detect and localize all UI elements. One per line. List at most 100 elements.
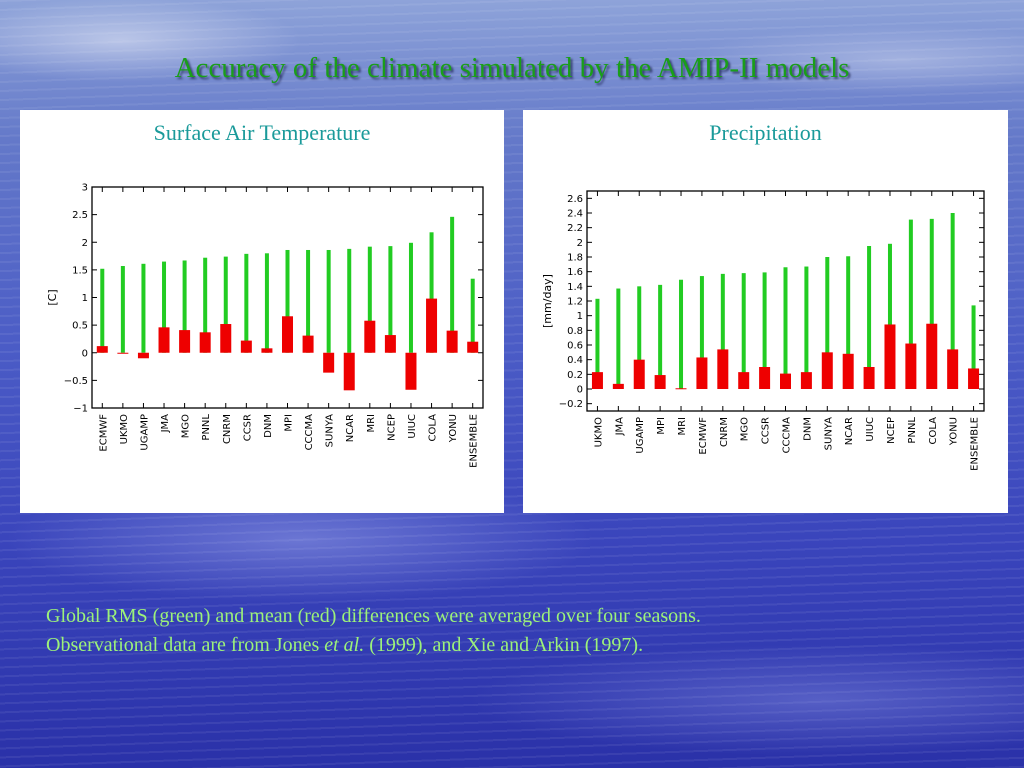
slide-title: Accuracy of the climate simulated by the… bbox=[174, 52, 850, 84]
rms-bar bbox=[347, 248, 352, 353]
category-label: CNRM bbox=[222, 414, 233, 444]
mean-bar bbox=[446, 330, 458, 353]
y-tick-label: 2.2 bbox=[567, 223, 583, 234]
caption-line-1: Global RMS (green) and mean (red) differ… bbox=[46, 605, 701, 627]
caption: Global RMS (green) and mean (red) differ… bbox=[46, 602, 996, 660]
mean-bar bbox=[968, 368, 980, 389]
y-tick-label: 2 bbox=[577, 238, 583, 249]
y-tick-label: −0.5 bbox=[64, 376, 88, 387]
mean-bar bbox=[738, 372, 750, 389]
category-label: MGO bbox=[181, 414, 192, 438]
precipitation-chart-panel: Precipitation −0.2 0 0.2 0.4 0.6 0.8 1 1.2 1.4 1.… bbox=[523, 110, 1008, 513]
mean-bar bbox=[343, 352, 355, 391]
rms-bar bbox=[223, 256, 228, 353]
mean-bar bbox=[884, 324, 896, 389]
caption-line-2-end: (1999), and Xie and Arkin (1997). bbox=[364, 634, 644, 656]
rms-bar bbox=[367, 246, 372, 353]
y-tick-label: 0.5 bbox=[72, 321, 88, 332]
category-label: CCSR bbox=[242, 414, 253, 441]
mean-bar bbox=[800, 372, 812, 389]
mean-bar bbox=[696, 357, 708, 389]
category-label: COLA bbox=[428, 414, 439, 442]
rms-bar bbox=[285, 249, 290, 353]
rms-bar bbox=[182, 260, 187, 353]
category-label: COLA bbox=[928, 417, 939, 445]
category-label: JMA bbox=[160, 414, 171, 434]
category-label: NCEP bbox=[886, 417, 897, 444]
mean-bar bbox=[220, 324, 232, 353]
category-label: CCSR bbox=[761, 417, 772, 444]
y-axis-label: [mm/day] bbox=[541, 274, 554, 328]
y-tick-label: 0 bbox=[577, 385, 583, 396]
category-label: UKMO bbox=[593, 417, 604, 448]
rms-bar bbox=[264, 253, 269, 353]
y-tick-label: 1.6 bbox=[567, 267, 583, 278]
rms-bar bbox=[825, 257, 830, 389]
category-label: SUNYA bbox=[823, 417, 834, 450]
mean-bar bbox=[654, 375, 666, 389]
category-label: UIUC bbox=[865, 417, 876, 442]
category-label: ECMWF bbox=[98, 414, 109, 452]
rms-bar bbox=[741, 273, 746, 389]
mean-bar bbox=[323, 352, 335, 373]
rms-bar bbox=[971, 305, 976, 389]
category-label: YONU bbox=[949, 417, 960, 446]
rms-bar bbox=[244, 253, 249, 353]
category-label: NCEP bbox=[386, 414, 397, 441]
rms-bar bbox=[429, 232, 434, 353]
y-tick-label: 1 bbox=[577, 311, 583, 322]
y-tick-label: −0.2 bbox=[559, 399, 583, 410]
precipitation-chart-title: Precipitation bbox=[709, 120, 822, 145]
y-tick-label: 1.5 bbox=[72, 265, 88, 276]
y-tick-label: 2.5 bbox=[72, 210, 88, 221]
mean-bar bbox=[137, 352, 149, 359]
category-label: CCCMA bbox=[304, 414, 315, 451]
mean-bar bbox=[96, 346, 108, 353]
mean-bar bbox=[633, 359, 645, 389]
category-label: MRI bbox=[366, 414, 377, 433]
category-label: DNM bbox=[263, 414, 274, 438]
temperature-chart-title: Surface Air Temperature bbox=[153, 120, 371, 145]
y-tick-label: −1 bbox=[73, 404, 88, 415]
rms-bar bbox=[720, 273, 725, 389]
rms-bar bbox=[804, 266, 809, 389]
mean-bar bbox=[261, 348, 273, 353]
category-label: CNRM bbox=[719, 417, 730, 447]
rms-bar bbox=[162, 261, 167, 353]
mean-bar bbox=[199, 332, 211, 353]
category-label: ENSEMBLE bbox=[970, 417, 981, 471]
mean-bar bbox=[384, 335, 396, 353]
y-tick-label: 2 bbox=[82, 238, 88, 249]
rms-bar bbox=[867, 246, 872, 389]
mean-bar bbox=[612, 383, 624, 389]
category-label: PNNL bbox=[201, 414, 212, 441]
rms-bar bbox=[408, 242, 413, 353]
rms-bar bbox=[762, 272, 767, 389]
y-tick-label: 1.2 bbox=[567, 297, 583, 308]
mean-bar bbox=[591, 372, 603, 389]
caption-line-2-start: Observational data are from Jones bbox=[46, 634, 325, 656]
rms-bar bbox=[783, 267, 788, 389]
rms-bar bbox=[470, 278, 475, 353]
mean-bar bbox=[842, 353, 854, 389]
mean-bar bbox=[364, 320, 376, 353]
rms-bar bbox=[120, 266, 125, 353]
mean-bar bbox=[947, 349, 959, 389]
mean-bar bbox=[467, 341, 479, 353]
mean-bar bbox=[405, 352, 417, 390]
y-tick-label: 2.4 bbox=[567, 209, 583, 220]
mean-bar bbox=[240, 340, 252, 353]
mean-bar bbox=[717, 349, 729, 389]
category-label: PNNL bbox=[907, 417, 918, 444]
mean-bar bbox=[158, 327, 170, 353]
category-label: MPI bbox=[284, 414, 295, 432]
y-tick-label: 0.6 bbox=[567, 341, 583, 352]
category-label: YONU bbox=[448, 414, 459, 443]
y-tick-label: 0.8 bbox=[567, 326, 583, 337]
y-tick-label: 3 bbox=[82, 183, 88, 194]
y-tick-label: 2.6 bbox=[567, 194, 583, 205]
y-tick-label: 1.4 bbox=[567, 282, 583, 293]
precipitation-chart: −0.2 0 0.2 0.4 0.6 0.8 1 1.2 1.4 1.6 1.8 2 2.2 2.4 2.6… bbox=[541, 190, 985, 471]
mean-bar bbox=[863, 367, 875, 389]
category-label: ENSEMBLE bbox=[469, 414, 480, 468]
